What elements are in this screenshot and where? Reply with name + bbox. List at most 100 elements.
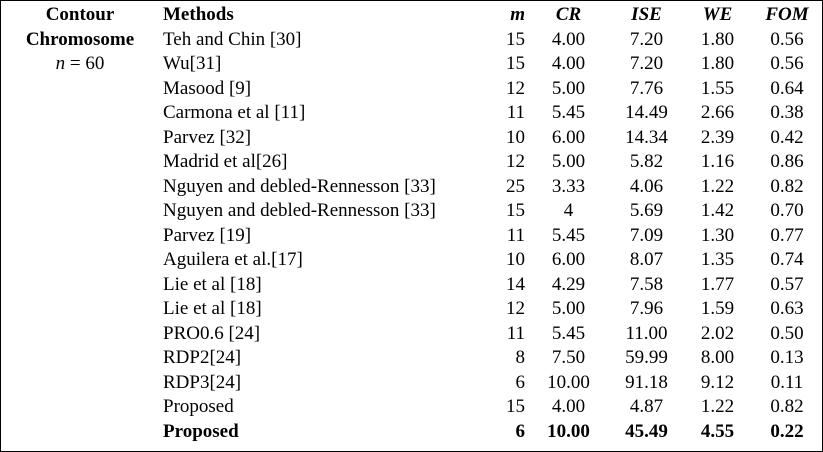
cr-cell: 6.00 <box>551 249 586 270</box>
m-cell: 6 <box>515 420 526 442</box>
we-cell: 1.77 <box>700 273 735 295</box>
cr-cell: 5.00 <box>551 298 586 319</box>
m-cell: 12 <box>506 77 525 99</box>
ise-cell: 5.69 <box>629 200 664 221</box>
method-cell: Parvez [19] <box>163 224 252 246</box>
m-cell: 25 <box>506 175 525 197</box>
we-cell: 4.55 <box>700 420 735 442</box>
method-cell: Lie et al [18] <box>163 298 262 319</box>
we-cell: 1.35 <box>700 249 735 270</box>
ise-cell: 11.00 <box>625 322 668 344</box>
table-row: Chromosome Teh and Chin [30] 15 4.00 7.2… <box>0 28 823 53</box>
m-cell: 11 <box>506 102 525 123</box>
ise-cell: 7.76 <box>629 77 664 99</box>
ise-cell: 4.06 <box>629 175 664 197</box>
fom-cell: 0.63 <box>770 298 804 319</box>
ise-cell: 7.96 <box>629 298 664 319</box>
fom-cell: 0.42 <box>770 126 804 148</box>
ise-cell: 7.20 <box>629 53 664 74</box>
fom-cell: 0.64 <box>770 77 804 99</box>
header-cr: CR <box>555 4 582 25</box>
cr-cell: 4 <box>563 200 574 221</box>
we-cell: 2.66 <box>700 102 735 123</box>
method-cell: PRO0.6 [24] <box>163 322 261 344</box>
we-cell: 1.42 <box>700 200 735 221</box>
fom-cell: 0.22 <box>770 420 804 442</box>
we-cell: 1.22 <box>700 175 735 197</box>
table-row: Parvez [19] 11 5.45 7.09 1.30 0.77 <box>0 224 823 249</box>
we-cell: 8.00 <box>700 347 735 368</box>
ise-cell: 7.20 <box>629 28 664 50</box>
fom-cell: 0.86 <box>770 151 804 172</box>
table-row-highlight: Proposed 6 10.00 45.49 4.55 0.22 <box>0 420 823 445</box>
table-row: Nguyen and debled-Rennesson [33] 15 4 5.… <box>0 199 823 224</box>
header-m: m <box>510 4 525 25</box>
method-cell: RDP3[24] <box>163 371 242 393</box>
header-we: WE <box>702 4 733 25</box>
cr-cell: 7.50 <box>551 347 586 368</box>
we-cell: 9.12 <box>700 371 735 393</box>
cr-cell: 5.45 <box>551 102 586 123</box>
method-cell: Nguyen and debled-Rennesson [33] <box>163 175 436 197</box>
we-cell: 2.02 <box>700 322 735 344</box>
fom-cell: 0.57 <box>770 273 804 295</box>
n-value-label: n = 60 <box>0 52 160 77</box>
fom-cell: 0.13 <box>770 347 804 368</box>
ise-cell: 7.58 <box>629 273 664 295</box>
ise-cell: 14.34 <box>625 126 668 148</box>
method-cell: Lie et al [18] <box>163 273 262 295</box>
header-fom: FOM <box>765 4 809 25</box>
table-row: Proposed 15 4.00 4.87 1.22 0.82 <box>0 395 823 420</box>
cr-cell: 4.00 <box>551 396 586 417</box>
method-cell: Proposed <box>163 396 234 417</box>
table-row: Masood [9] 12 5.00 7.76 1.55 0.64 <box>0 77 823 102</box>
m-cell: 12 <box>506 151 525 172</box>
cr-cell: 3.33 <box>551 175 586 197</box>
cr-cell: 10.00 <box>547 420 590 442</box>
we-cell: 1.80 <box>700 28 735 50</box>
results-table: Contour Methods m CR ISE WE FOM Chromoso… <box>0 3 823 444</box>
cr-cell: 6.00 <box>551 126 586 148</box>
we-cell: 1.80 <box>700 53 735 74</box>
fom-cell: 0.38 <box>770 102 804 123</box>
method-cell: Madrid et al[26] <box>163 151 288 172</box>
ise-cell: 7.09 <box>629 224 664 246</box>
cr-cell: 5.00 <box>551 77 586 99</box>
header-ise: ISE <box>631 4 662 25</box>
cr-cell: 4.29 <box>551 273 586 295</box>
chromosome-label: Chromosome <box>25 28 135 50</box>
fom-cell: 0.82 <box>770 396 804 417</box>
table-row: Nguyen and debled-Rennesson [33] 25 3.33… <box>0 175 823 200</box>
header-row: Contour Methods m CR ISE WE FOM <box>0 3 823 28</box>
table-row: Madrid et al[26] 12 5.00 5.82 1.16 0.86 <box>0 150 823 175</box>
cr-cell: 10.00 <box>547 371 590 393</box>
we-cell: 1.59 <box>700 298 735 319</box>
m-cell: 15 <box>506 200 525 221</box>
header-methods: Methods <box>163 4 234 25</box>
table-row: RDP3[24] 6 10.00 91.18 9.12 0.11 <box>0 371 823 396</box>
m-cell: 6 <box>515 371 526 393</box>
table-body: Chromosome Teh and Chin [30] 15 4.00 7.2… <box>0 28 823 445</box>
table-row: Lie et al [18] 14 4.29 7.58 1.77 0.57 <box>0 273 823 298</box>
cr-cell: 5.45 <box>551 224 586 246</box>
table-row: Aguilera et al.[17] 10 6.00 8.07 1.35 0.… <box>0 248 823 273</box>
we-cell: 1.22 <box>700 396 735 417</box>
table-row: Parvez [32] 10 6.00 14.34 2.39 0.42 <box>0 126 823 151</box>
table-row: RDP2[24] 8 7.50 59.99 8.00 0.13 <box>0 346 823 371</box>
n-variable: n <box>55 53 66 74</box>
m-cell: 15 <box>506 28 525 50</box>
method-cell: Parvez [32] <box>163 126 252 148</box>
m-cell: 10 <box>506 126 525 148</box>
fom-cell: 0.82 <box>770 175 804 197</box>
cr-cell: 5.45 <box>551 322 586 344</box>
cr-cell: 4.00 <box>551 28 586 50</box>
n-equals: = 60 <box>65 53 105 74</box>
method-cell: Nguyen and debled-Rennesson [33] <box>163 200 436 221</box>
m-cell: 14 <box>506 273 525 295</box>
method-cell: RDP2[24] <box>163 347 242 368</box>
we-cell: 1.16 <box>700 151 735 172</box>
table-row: n = 60 Wu[31] 15 4.00 7.20 1.80 0.56 <box>0 52 823 77</box>
ise-cell: 5.82 <box>629 151 664 172</box>
ise-cell: 45.49 <box>625 420 668 442</box>
m-cell: 8 <box>515 347 526 368</box>
